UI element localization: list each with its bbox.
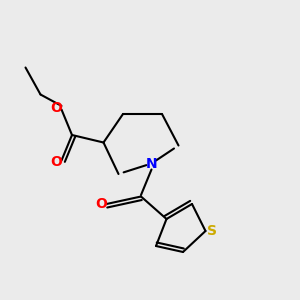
Text: O: O [50, 155, 62, 169]
Text: O: O [50, 101, 62, 115]
Text: N: N [146, 157, 157, 170]
Text: O: O [95, 197, 107, 211]
Text: S: S [206, 224, 217, 238]
